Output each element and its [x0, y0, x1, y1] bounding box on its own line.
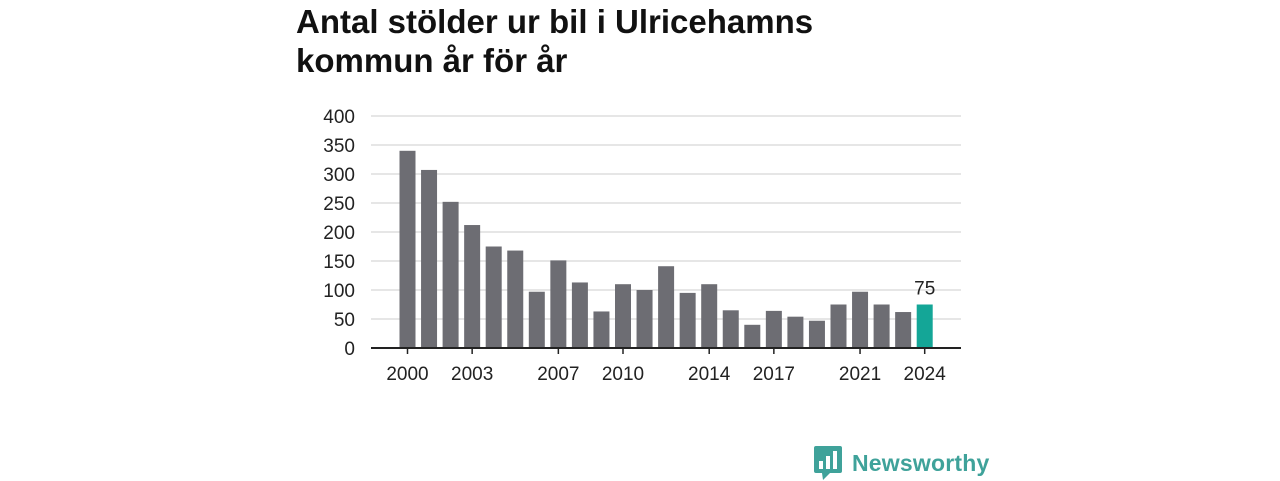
x-tick-label: 2021 — [839, 364, 881, 385]
x-tick-label: 2017 — [753, 364, 795, 385]
bar-2012 — [658, 266, 675, 348]
y-tick-label: 50 — [334, 310, 355, 331]
bar-2014 — [701, 284, 718, 348]
y-tick-label: 350 — [323, 136, 355, 157]
chart-title: Antal stölder ur bil i Ulricehamns kommu… — [296, 3, 814, 79]
bar-2023 — [895, 312, 912, 348]
bar-2017 — [765, 310, 782, 348]
bar-2007 — [550, 260, 567, 348]
grid-lines — [371, 115, 961, 320]
bar-2020 — [830, 304, 847, 348]
bar-2000 — [399, 150, 416, 348]
bar-2002 — [442, 201, 459, 348]
bar-2011 — [636, 290, 653, 348]
x-tick-label: 2000 — [386, 364, 428, 385]
bar-2019 — [808, 320, 825, 348]
bar-2006 — [528, 291, 545, 348]
newsworthy-logo-icon — [814, 446, 842, 480]
y-tick-label: 400 — [323, 107, 355, 128]
bar-2018 — [787, 316, 804, 348]
x-tick-label: 2003 — [451, 364, 493, 385]
x-axis-tick-labels: 2000 2003 2007 2010 2014 2017 2021 2024 — [386, 364, 946, 385]
annotations: 75 — [914, 279, 935, 300]
brand-name: Newsworthy — [852, 449, 990, 476]
bars — [399, 150, 933, 348]
bar-2009 — [593, 311, 610, 348]
y-tick-label: 0 — [344, 339, 355, 360]
bar-2015 — [722, 310, 739, 348]
bar-2003 — [464, 225, 481, 348]
bar-2021 — [852, 291, 869, 348]
highlight-value-label: 75 — [914, 279, 935, 300]
newsworthy-brand: Newsworthy — [814, 445, 989, 481]
bar-2005 — [507, 250, 524, 348]
y-tick-label: 100 — [323, 281, 355, 302]
bar-2016 — [744, 324, 761, 348]
x-tick-label: 2014 — [688, 364, 731, 385]
bar-2004 — [485, 246, 502, 348]
y-tick-label: 200 — [323, 223, 355, 244]
bar-2024 — [916, 304, 933, 348]
y-tick-label: 250 — [323, 194, 355, 215]
x-tick-label: 2007 — [537, 364, 579, 385]
bar-2010 — [615, 284, 631, 348]
y-tick-label: 300 — [323, 165, 355, 186]
x-tick-label: 2010 — [602, 364, 644, 385]
bar-2008 — [571, 282, 588, 348]
y-tick-label: 150 — [323, 252, 355, 273]
x-tick-label: 2024 — [904, 364, 947, 385]
y-axis-tick-labels: 0 50 100 150 200 250 300 350 400 — [323, 107, 355, 360]
bar-2022 — [873, 304, 890, 348]
bar-2013 — [679, 292, 696, 348]
bar-2001 — [421, 169, 438, 348]
x-axis — [371, 347, 961, 354]
